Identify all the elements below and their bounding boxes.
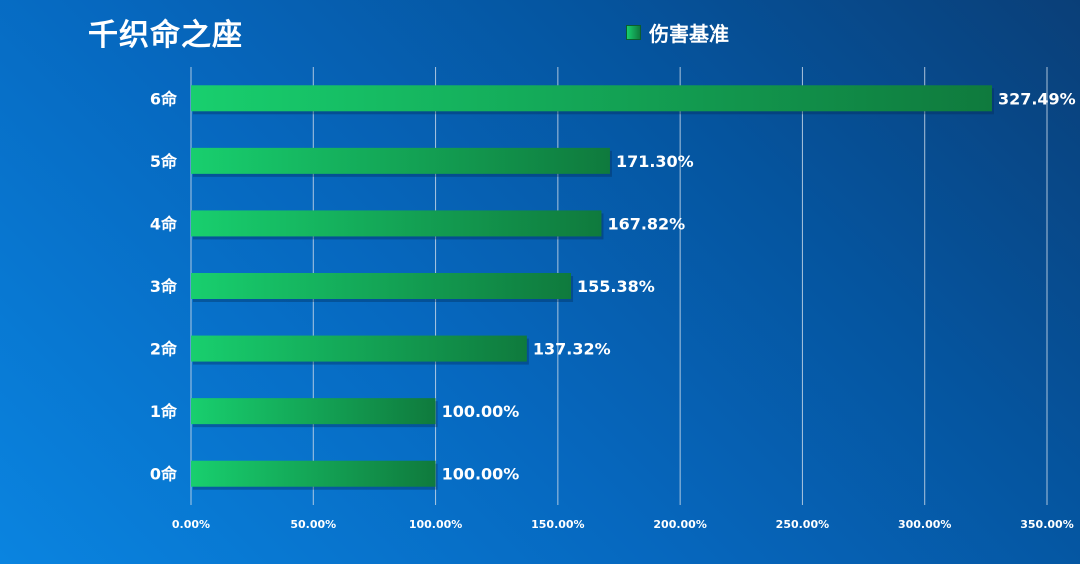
bar (191, 273, 572, 299)
category-label: 3命 (150, 277, 178, 296)
data-label: 100.00% (442, 402, 520, 421)
bar (191, 398, 436, 425)
legend: 伤害基准 (626, 20, 729, 46)
legend-swatch (626, 24, 641, 40)
category-label: 2命 (150, 340, 178, 359)
bar (191, 85, 992, 112)
x-tick-label: 150.00% (531, 518, 584, 531)
category-label: 0命 (150, 465, 178, 484)
x-tick-label: 350.00% (1020, 518, 1073, 531)
x-tick-label: 300.00% (898, 518, 951, 531)
bar (191, 210, 602, 237)
chart-title: 千织命之座 (88, 18, 243, 53)
data-label: 171.30% (616, 152, 694, 171)
x-tick-label: 0.00% (172, 518, 210, 531)
category-label: 5命 (150, 152, 178, 171)
bar (191, 460, 436, 487)
data-label: 155.38% (577, 277, 655, 296)
x-tick-label: 200.00% (653, 518, 706, 531)
x-tick-label: 100.00% (409, 518, 462, 531)
x-tick-label: 250.00% (776, 518, 829, 531)
bar (191, 147, 610, 174)
data-label: 327.49% (998, 89, 1076, 108)
bar (191, 335, 527, 362)
category-label: 4命 (150, 214, 178, 233)
data-label: 100.00% (442, 465, 520, 484)
x-tick-label: 50.00% (290, 518, 336, 531)
category-label: 1命 (150, 402, 178, 421)
data-label: 167.82% (607, 214, 685, 233)
legend-label: 伤害基准 (649, 21, 729, 46)
data-label: 137.32% (533, 340, 611, 359)
category-label: 6命 (150, 89, 178, 108)
